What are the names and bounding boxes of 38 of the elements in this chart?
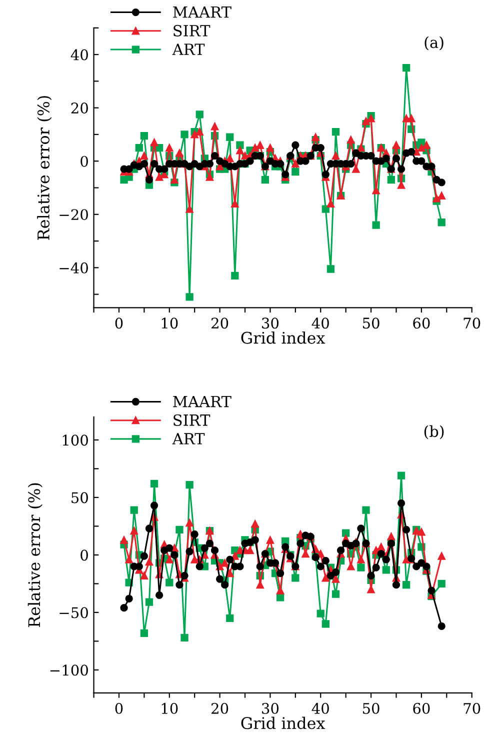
x-tick-label: 20: [212, 318, 228, 329]
x-tick-label: 10: [162, 318, 178, 329]
legend-label: MAART: [173, 6, 232, 18]
y-tick-label: 100: [62, 434, 88, 446]
legend-label: SIRT: [174, 24, 210, 36]
x-tick-label: 70: [464, 318, 480, 329]
x-axis-title: Grid index: [241, 716, 326, 730]
legend-label: MAART: [173, 396, 232, 408]
x-tick-label: 0: [115, 318, 123, 329]
x-tick-label: 40: [312, 318, 329, 329]
x-tick-label: 30: [262, 702, 279, 714]
y-axis-title: Relative error (%): [37, 96, 52, 240]
annotation: (a): [424, 36, 444, 50]
y-tick-label: −20: [60, 209, 88, 220]
y-tick-label: 0: [80, 550, 88, 561]
legend-label: ART: [172, 44, 205, 55]
x-tick-label: 20: [212, 702, 228, 714]
x-tick-label: 0: [115, 702, 123, 714]
y-tick-label: 50: [72, 492, 88, 504]
x-axis-title: Grid index: [241, 331, 326, 344]
y-axis-title: Relative error (%): [28, 483, 42, 628]
y-tick-label: −100: [50, 664, 88, 676]
x-tick-label: 50: [362, 318, 380, 329]
x-tick-label: 60: [413, 318, 430, 329]
x-tick-label: 70: [464, 702, 480, 714]
y-tick-label: −40: [60, 262, 88, 274]
x-tick-label: 10: [162, 702, 178, 714]
legend-label: ART: [172, 433, 205, 444]
x-tick-label: 60: [413, 702, 430, 714]
annotation: (b): [424, 425, 444, 440]
y-tick-label: 0: [80, 156, 88, 167]
x-tick-label: 40: [312, 702, 329, 714]
y-tick-label: 40: [70, 49, 88, 60]
x-tick-label: 50: [362, 702, 380, 714]
y-tick-label: 20: [71, 102, 88, 114]
legend-label: SIRT: [174, 414, 210, 426]
x-tick-label: 30: [262, 318, 279, 329]
y-tick-label: −50: [60, 607, 88, 618]
